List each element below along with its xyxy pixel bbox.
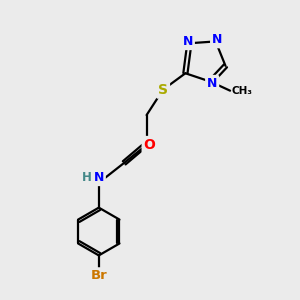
Text: CH₃: CH₃ [232,86,253,96]
Text: N: N [94,171,104,184]
Text: N: N [183,35,193,48]
Text: N: N [212,33,222,46]
Text: S: S [158,83,168,97]
Text: N: N [207,77,217,90]
Text: O: O [144,138,155,152]
Text: H: H [82,171,92,184]
Text: Br: Br [90,269,107,282]
